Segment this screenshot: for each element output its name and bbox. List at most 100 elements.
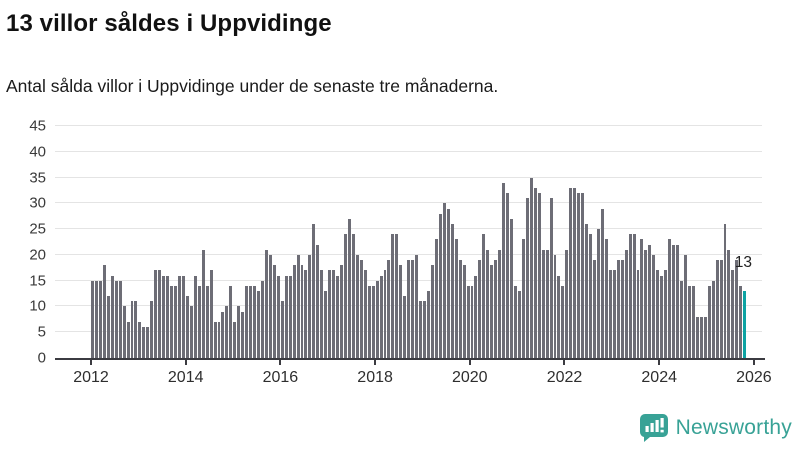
bar [146,327,150,358]
bar [415,254,419,358]
bar [221,311,225,358]
bar [589,234,593,358]
bar [181,275,185,358]
bar [138,321,142,358]
gridline [55,150,762,152]
bar [446,208,450,358]
bar [687,285,691,358]
bar [624,249,628,358]
bar [150,301,154,358]
bar [517,290,521,358]
bar [549,198,553,358]
bar [478,260,482,358]
bar [506,193,510,358]
bar [312,223,316,358]
bar [502,182,506,358]
bar [727,249,731,358]
bar [225,306,229,358]
y-tick-label: 25 [29,220,46,238]
bar [383,270,387,358]
bar [280,301,284,358]
bar [304,270,308,358]
bar [577,193,581,358]
bar [699,316,703,358]
bar [486,249,490,358]
plot-area: 13 [55,125,762,358]
bar [628,234,632,358]
bar [612,270,616,358]
bar [597,229,600,358]
bar [438,213,442,358]
bar [419,301,423,358]
y-tick-label: 15 [29,272,46,290]
bar [525,198,529,358]
bar [154,270,158,358]
bar [691,285,695,358]
bar [537,193,541,358]
x-tick-mark [752,360,755,365]
bar [229,285,233,358]
bar [371,285,375,358]
bar [260,280,264,358]
gridline [55,228,762,230]
bar [268,254,272,358]
x-tick-label: 2020 [451,369,488,386]
x-axis-line [55,358,765,360]
bar [494,260,498,358]
bar [644,249,648,358]
bar [462,265,466,358]
bar [557,275,561,358]
bar [604,239,608,358]
bar [272,265,276,358]
bar [363,270,367,358]
bar [553,254,557,358]
bar [683,254,687,358]
bar [375,280,379,358]
x-tick-mark [374,360,377,365]
bar [427,290,430,358]
bar [739,285,743,358]
bar [533,187,537,358]
x-axis-ticks: 2012 2014 2016 2018 2020 2022 2024 2026 [73,360,772,390]
bar [695,316,699,358]
chart-title: 13 villor såldes i Uppvidinge [6,10,332,37]
bar [442,203,446,358]
bar [664,270,668,358]
bar [351,234,355,358]
bar [585,223,589,358]
bar [257,290,260,358]
bar [668,239,672,358]
bar [102,265,106,358]
bar [715,260,719,358]
bar [407,260,411,358]
bar [391,234,395,358]
y-tick-label: 45 [29,117,46,135]
bar [395,234,399,358]
bar [458,260,462,358]
newsworthy-logo: Newsworthy [639,413,792,442]
x-tick-label: 2016 [262,369,299,386]
x-tick-label: 2022 [546,369,583,386]
bar [648,244,652,358]
bar [185,296,189,358]
bar [197,285,201,358]
bar [474,275,478,358]
bar [253,285,257,358]
bar [336,275,340,358]
bar [359,260,363,358]
y-tick-label: 30 [29,194,46,212]
bar [620,260,624,358]
bar [300,265,304,358]
bar [166,275,170,358]
bar [672,244,676,358]
bar [189,306,193,358]
bar [130,301,134,358]
bar [616,260,620,358]
x-tick-mark [184,360,187,365]
bar [660,275,664,358]
bar [205,285,209,358]
bar [284,275,288,358]
last-value-label: 13 [734,254,752,271]
bar [434,239,438,358]
bar [213,321,217,358]
